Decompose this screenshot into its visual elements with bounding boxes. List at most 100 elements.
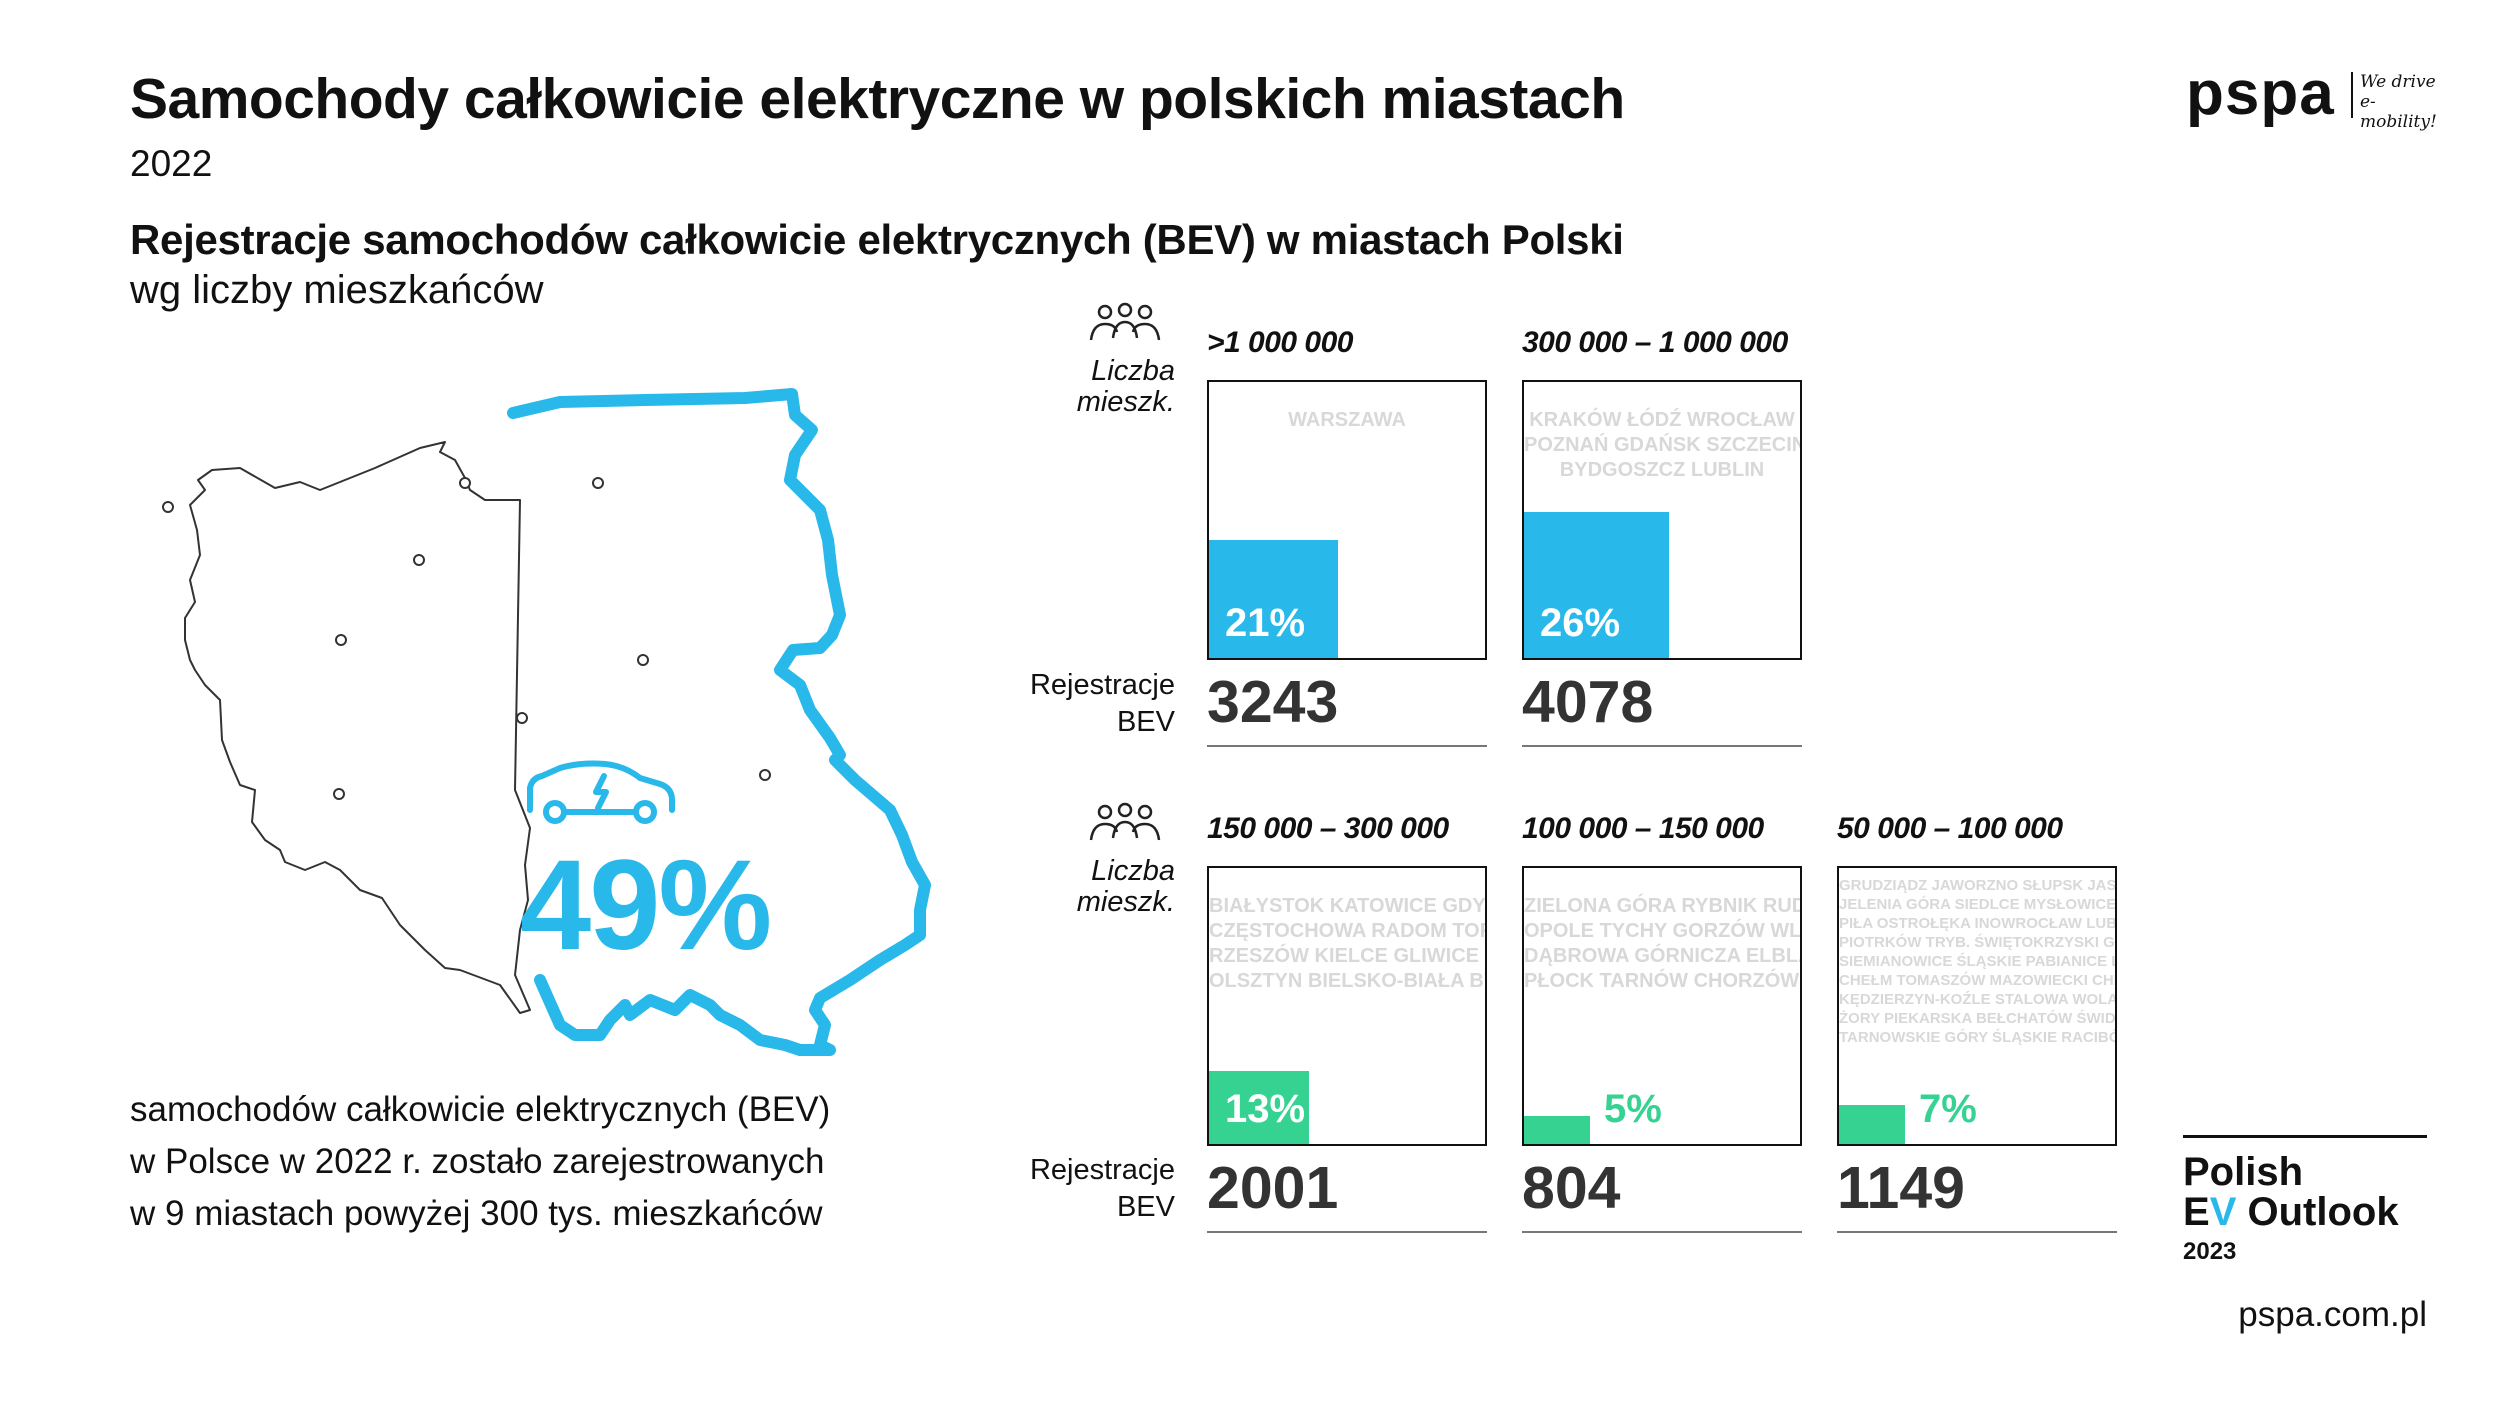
share-bar-box: BIAŁYSTOK KATOWICE GDYNIA CZĘSTOCHOWA RAD… <box>1207 866 1487 1146</box>
population-range-label: 150 000 – 300 000 <box>1207 812 1449 845</box>
registrations-value: 3243 <box>1207 669 1339 735</box>
brand-rule <box>2183 1135 2427 1138</box>
city-marker <box>333 788 345 800</box>
city-list-line: ŻORY PIEKARSKA BEŁCHATÓW ŚWIDNICA BĘDZIN <box>1839 1010 2116 1027</box>
share-label: 21% <box>1225 601 1306 645</box>
city-marker <box>162 501 174 513</box>
city-list-line: KRAKÓW ŁÓDŹ WROCŁAW <box>1529 409 1795 431</box>
registrations-value: 1149 <box>1837 1155 1965 1221</box>
city-marker <box>637 654 649 666</box>
city-marker <box>459 477 471 489</box>
city-marker <box>592 477 604 489</box>
city-list: KRAKÓW ŁÓDŹ WROCŁAW POZNAŃ GDAŃSK SZCZECI… <box>1524 408 1800 483</box>
share-bar <box>1524 1116 1590 1144</box>
registrations-label-line1: Rejestracje <box>1029 669 1175 701</box>
brand-v: V <box>2209 1190 2237 1234</box>
registrations-value: 804 <box>1522 1155 1621 1221</box>
population-range-label: >1 000 000 <box>1207 326 1353 359</box>
city-list: BIAŁYSTOK KATOWICE GDYNIA CZĘSTOCHOWA RAD… <box>1209 894 1485 994</box>
city-list-line: CHEŁM TOMASZÓW MAZOWIECKI CHEŁM TCZEW <box>1839 972 2115 989</box>
population-label-line2: mieszk. <box>1076 886 1175 918</box>
logo-divider <box>2351 72 2353 118</box>
city-marker <box>335 634 347 646</box>
share-label: 13% <box>1225 1087 1306 1131</box>
share-bar <box>1839 1105 1905 1144</box>
city-markers <box>162 477 771 800</box>
city-list-line: PIOTRKÓW TRYB. ŚWIĘTOKRZYSKI GNIEZNO STA… <box>1839 934 2115 951</box>
registrations-underline <box>1207 745 1487 747</box>
share-bar-box: KRAKÓW ŁÓDŹ WROCŁAW POZNAŃ GDAŃSK SZCZECI… <box>1522 380 1802 660</box>
city-marker <box>759 769 771 781</box>
population-label: Liczba mieszk. <box>1025 856 1175 918</box>
registrations-underline <box>1837 1231 2117 1233</box>
registrations-label: Rejestracje BEV <box>1000 1152 1175 1226</box>
share-bar-box: ZIELONA GÓRA RYBNIK RUDA ŚLĄSKA OPOLE TYC… <box>1522 866 1802 1146</box>
city-list-line: GRUDZIĄDZ JAWORZNO SŁUPSK JASTRZĘBIE-ZDR… <box>1839 877 2117 894</box>
share-bar-box: GRUDZIĄDZ JAWORZNO SŁUPSK JASTRZĘBIE-ZDR… <box>1837 866 2117 1146</box>
brand-year: 2023 <box>2183 1238 2237 1265</box>
registrations-underline <box>1522 1231 1802 1233</box>
registrations-label-line1: Rejestracje <box>1029 1154 1175 1186</box>
electric-car-icon <box>527 760 675 824</box>
population-label-line2: mieszk. <box>1076 386 1175 418</box>
city-list: ZIELONA GÓRA RYBNIK RUDA ŚLĄSKA OPOLE TYC… <box>1524 894 1800 994</box>
page-title: Samochody całkowicie elektryczne w polsk… <box>130 67 1625 131</box>
chart-subtitle: wg liczby mieszkańców <box>130 268 544 312</box>
population-range-label: 50 000 – 100 000 <box>1837 812 2063 845</box>
city-list-line: JELENIA GÓRA SIEDLCE MYSŁOWICE KONIN <box>1839 896 2117 913</box>
city-list-line: PŁOCK TARNÓW CHORZÓW KOSZALIN <box>1524 970 1800 992</box>
poland-east-border <box>507 388 931 1056</box>
share-bar <box>1209 540 1338 658</box>
highlight-text-line-3: w 9 miastach powyżej 300 tys. mieszkańcó… <box>130 1194 823 1233</box>
share-label: 5% <box>1604 1087 1662 1131</box>
population-label: Liczba mieszk. <box>1025 356 1175 418</box>
footer-url[interactable]: pspa.com.pl <box>2238 1295 2427 1334</box>
share-bar-box: WARSZAWA 21% <box>1207 380 1487 660</box>
pspa-logo: pspa We drive e-mobility! <box>2186 59 2437 132</box>
poland-outline <box>184 441 531 1014</box>
city-list-line: OLSZTYN BIELSKO-BIAŁA BYTOM <box>1209 970 1485 992</box>
poland-map <box>162 388 931 1056</box>
city-list-line: WARSZAWA <box>1288 409 1406 431</box>
city-list-line: DĄBROWA GÓRNICZA ELBLĄG WAŁBRZYCH <box>1524 945 1800 967</box>
population-range-label: 100 000 – 150 000 <box>1522 812 1764 845</box>
city-list-line: SIEMIANOWICE ŚLĄSKIE PABIANICE LESZNO ZA… <box>1839 953 2115 970</box>
people-icon <box>1089 302 1161 341</box>
logo-wordmark: pspa <box>2186 59 2335 128</box>
highlight-percent: 49% <box>520 834 772 977</box>
share-label: 7% <box>1919 1087 1977 1131</box>
logo-slogan-line2: e-mobility! <box>2360 92 2437 132</box>
registrations-label-line2: BEV <box>1116 1191 1175 1223</box>
city-list-line: PIŁA OSTROŁĘKA INOWROCŁAW LUBIN OSTRÓW W… <box>1839 915 2117 932</box>
registrations-underline <box>1207 1231 1487 1233</box>
people-icon <box>1089 802 1161 841</box>
city-list-line: ZIELONA GÓRA RYBNIK RUDA ŚLĄSKA <box>1524 895 1800 917</box>
share-bar <box>1209 1071 1309 1144</box>
city-list-line: RZESZÓW KIELCE GLIWICE ZABRZE <box>1209 945 1485 967</box>
share-label: 26% <box>1540 601 1621 645</box>
highlight-text-line-2: w Polsce w 2022 r. zostało zarejestrowan… <box>130 1142 825 1181</box>
registrations-underline <box>1522 745 1802 747</box>
city-list-line: POZNAŃ GDAŃSK SZCZECIN <box>1524 434 1802 456</box>
population-range-label: 300 000 – 1 000 000 <box>1522 326 1788 359</box>
city-list-line: OPOLE TYCHY GORZÓW WLKP. <box>1524 920 1802 942</box>
brand-e: E <box>2183 1190 2210 1234</box>
city-list-line: BYDGOSZCZ LUBLIN <box>1559 459 1765 481</box>
city-marker <box>516 712 528 724</box>
registrations-value: 4078 <box>1522 669 1654 735</box>
city-list: GRUDZIĄDZ JAWORZNO SŁUPSK JASTRZĘBIE-ZDR… <box>1839 876 2115 1047</box>
registrations-value: 2001 <box>1207 1155 1339 1221</box>
brand-line-1: Polish <box>2183 1150 2304 1194</box>
page-year: 2022 <box>130 143 213 184</box>
share-bar <box>1524 512 1669 658</box>
city-list-line: KĘDZIERZYN-KOŹLE STALOWA WOLA NEW <box>1839 991 2117 1008</box>
highlight-text-line-1: samochodów całkowicie elektrycznych (BEV… <box>130 1090 831 1129</box>
brand-outlook: Outlook <box>2236 1190 2399 1234</box>
registrations-label: Rejestracje BEV <box>1000 667 1175 741</box>
population-label-line1: Liczba <box>1091 355 1175 387</box>
city-list: WARSZAWA <box>1209 408 1485 433</box>
brand-line-2: EV Outlook <box>2183 1192 2399 1232</box>
city-list-line: CZĘSTOCHOWA RADOM TORUŃ SOSNOWIEC <box>1209 920 1485 942</box>
city-list-line: BIAŁYSTOK KATOWICE GDYNIA <box>1209 895 1486 917</box>
logo-slogan: We drive e-mobility! <box>2360 72 2437 132</box>
